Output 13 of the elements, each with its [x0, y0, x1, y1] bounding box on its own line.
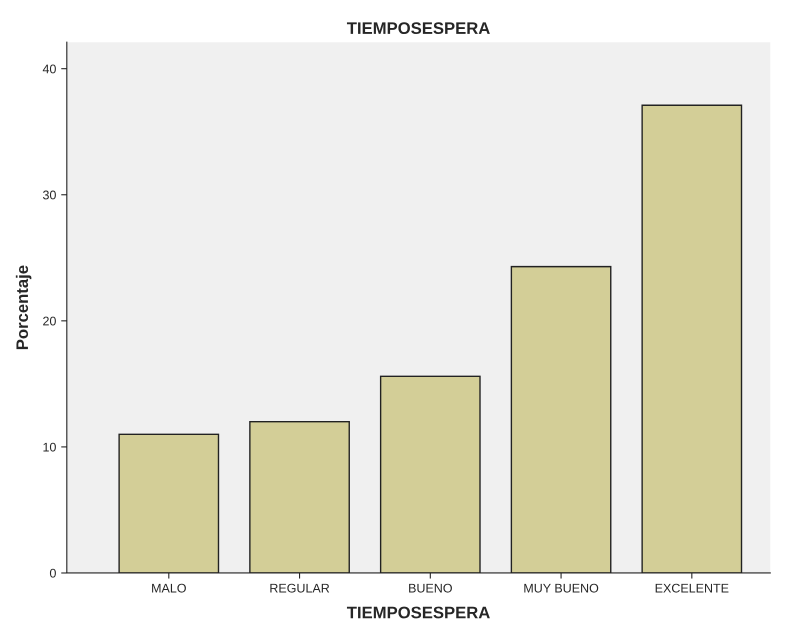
x-tick-label: MALO [152, 584, 186, 593]
x-tick-label: REGULAR [270, 584, 330, 593]
y-axis-title: Porcentaje [16, 266, 32, 350]
x-axis-title: TIEMPOSESPERA [346, 606, 490, 618]
y-tick-label: 40 [42, 64, 56, 74]
y-tick-label: 30 [42, 190, 56, 200]
x-tick-label: EXCELENTE [656, 584, 728, 593]
chart-title: TIEMPOSESPERA [346, 22, 490, 34]
y-tick-label: 10 [43, 442, 56, 452]
y-tick-label: 0 [50, 568, 56, 578]
y-tick-label: 20 [43, 316, 56, 326]
x-tick-label: BUENO [409, 584, 452, 593]
x-tick-label: MUY BUENO [524, 584, 598, 593]
